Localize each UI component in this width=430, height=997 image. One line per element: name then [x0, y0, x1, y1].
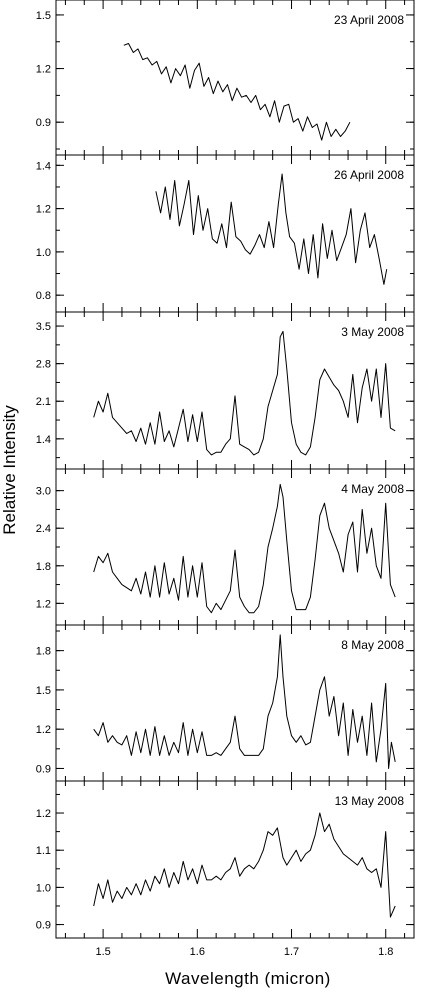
- y-tick-label: 1.8: [36, 561, 51, 573]
- y-tick-label: 0.9: [36, 920, 51, 932]
- y-axis-label: Relative Intensity: [0, 405, 19, 535]
- spectrum-line: [93, 812, 396, 918]
- y-tick-label: 1.1: [36, 845, 51, 857]
- y-tick-label: 1.2: [36, 204, 51, 216]
- panel-6: 0.9 1.0 1.1 1.2 13 May 2008: [36, 780, 415, 939]
- panel-date-label: 26 April 2008: [334, 168, 404, 182]
- x-axis-label: Wavelength (micron): [165, 969, 331, 988]
- panel-date-label: 23 April 2008: [334, 13, 404, 27]
- y-tick-label: 2.1: [36, 396, 51, 408]
- y-tick-label: 1.0: [36, 247, 51, 259]
- y-tick-label: 3.0: [36, 486, 51, 498]
- y-tick-label: 0.8: [36, 290, 51, 302]
- y-tick-label: 3.5: [36, 321, 51, 333]
- y-tick-label: 1.2: [36, 64, 51, 76]
- y-tick-label: 1.4: [36, 160, 51, 172]
- panel-date-label: 8 May 2008: [341, 638, 404, 652]
- y-tick-label: 2.8: [36, 359, 51, 371]
- spectrum-line: [155, 173, 388, 285]
- x-tick-label: 1.7: [284, 946, 299, 958]
- x-tick-label: 1.8: [378, 946, 393, 958]
- spectrum-line: [93, 330, 396, 456]
- panel-5: 0.9 1.2 1.5 1.8 8 May 2008: [36, 624, 415, 782]
- y-tick-label: 1.4: [36, 434, 51, 446]
- y-tick-label: 1.0: [36, 882, 51, 894]
- spectrum-line: [123, 43, 351, 141]
- y-tick-label: 1.5: [36, 10, 51, 22]
- panel-3: 1.4 2.1 2.8 3.5 3 May 2008: [36, 311, 415, 470]
- panel-4: 1.2 1.8 2.4 3.0 4 May 2008: [36, 468, 415, 626]
- y-tick-label: 1.2: [36, 808, 51, 820]
- x-tick-label: 1.5: [95, 946, 110, 958]
- y-tick-label: 0.9: [36, 763, 51, 775]
- spectrum-line: [93, 634, 396, 769]
- y-tick-label: 0.9: [36, 117, 51, 129]
- spectrum-line: [93, 483, 396, 614]
- panel-1: 0.9 1.2 1.5 23 April 2008: [36, 0, 415, 156]
- x-tick-label: 1.6: [190, 946, 205, 958]
- y-tick-label: 1.5: [36, 685, 51, 697]
- panel-date-label: 13 May 2008: [335, 794, 405, 808]
- panel-date-label: 3 May 2008: [341, 325, 404, 339]
- y-tick-label: 1.8: [36, 646, 51, 658]
- y-tick-label: 1.2: [36, 724, 51, 736]
- panel-2: 0.8 1.0 1.2 1.4 26 April 2008: [36, 154, 415, 313]
- y-tick-label: 2.4: [36, 523, 51, 535]
- panels-layer: 0.9 1.2 1.5 23 April 2008 0.8 1.0 1.2 1.4 26 Apr…: [36, 0, 415, 958]
- y-tick-label: 1.2: [36, 598, 51, 610]
- panel-date-label: 4 May 2008: [341, 482, 404, 496]
